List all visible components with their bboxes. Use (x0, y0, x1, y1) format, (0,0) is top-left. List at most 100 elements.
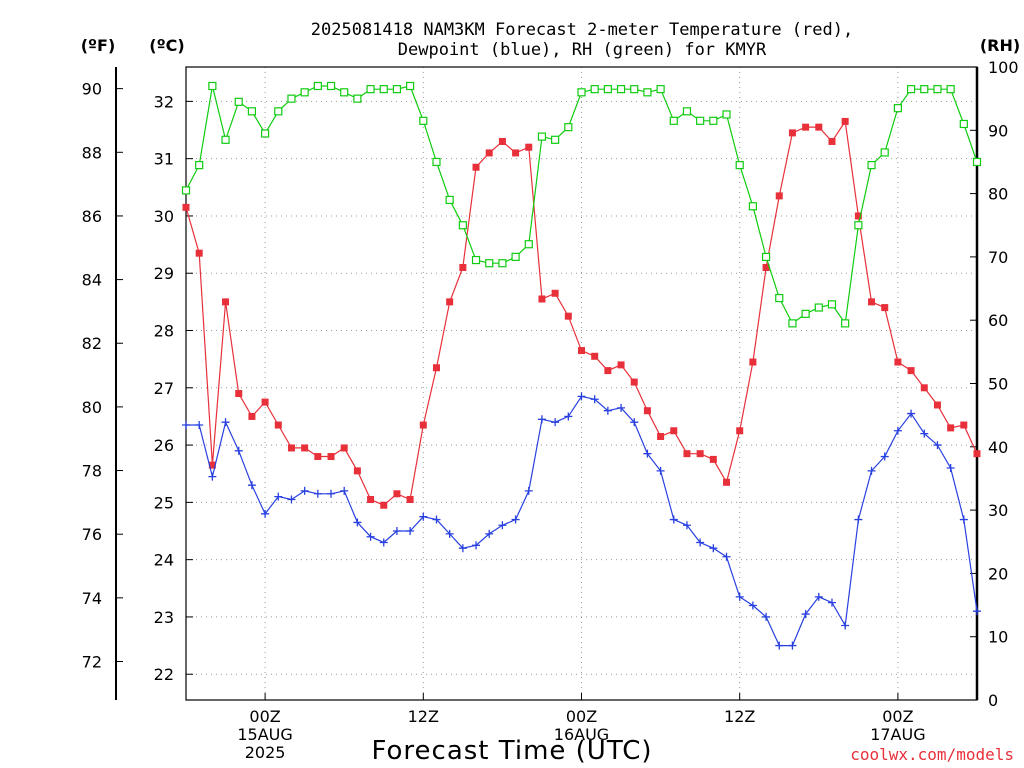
temperature-point-38 (683, 450, 691, 458)
rh-tick-label-0: 0 (988, 691, 998, 710)
dewpoint-point-5 (247, 481, 256, 490)
rh-series (181, 81, 982, 328)
temperature-point-9 (301, 444, 309, 452)
chart-title-line-2: Dewpoint (blue), RH (green) for KMYR (398, 40, 767, 60)
rh-point-29 (564, 123, 573, 132)
dewpoint-point-26 (524, 486, 533, 495)
rh-point-15 (379, 85, 388, 94)
dewpoint-point-15 (379, 538, 388, 547)
temperature-point-43 (749, 358, 757, 366)
rh-point-51 (854, 221, 863, 230)
dewpoint-point-39 (696, 538, 705, 547)
rh-point-26 (524, 240, 533, 249)
rh-point-44 (761, 252, 771, 261)
dewpoint-point-17 (406, 527, 415, 536)
rh-point-9 (300, 88, 309, 97)
rh-point-19 (432, 157, 441, 167)
rh-point-32 (603, 85, 612, 94)
temperature-point-20 (446, 298, 454, 306)
fahrenheit-tick-label-0: 72 (82, 652, 102, 671)
temperature-point-28 (551, 289, 559, 297)
temperature-point-32 (604, 367, 612, 375)
fahrenheit-tick-label-9: 90 (82, 80, 102, 99)
dewpoint-point-21 (458, 544, 467, 553)
rh-point-49 (827, 300, 837, 309)
temperature-point-14 (367, 496, 375, 504)
rh-point-38 (682, 107, 692, 116)
rh-point-30 (577, 88, 586, 97)
fahrenheit-axis: 72 74 76 78 80 82 84 86 88 90 (82, 80, 123, 671)
rh-point-27 (537, 132, 547, 141)
rh-point-48 (814, 303, 823, 312)
fahrenheit-unit-label: (ºF) (81, 36, 116, 55)
rh-point-21 (458, 221, 467, 230)
dewpoint-point-46 (788, 641, 797, 650)
temperature-point-22 (472, 163, 480, 171)
rh-point-57 (933, 85, 942, 94)
dewpoint-point-1 (195, 421, 204, 430)
temperature-point-35 (643, 407, 651, 415)
temperature-point-19 (432, 364, 440, 372)
rh-point-43 (748, 202, 757, 211)
celsius-tick-label-9: 31 (154, 150, 174, 169)
time-tick-label-0-2: 2025 (245, 743, 286, 762)
rh-point-47 (801, 309, 810, 318)
dewpoint-point-6 (261, 509, 270, 518)
dewpoint-point-51 (854, 515, 863, 524)
rh-point-23 (485, 259, 494, 268)
dewpoint-point-54 (893, 426, 902, 435)
celsius-tick-label-2: 24 (154, 551, 174, 570)
rh-point-6 (261, 129, 270, 138)
rh-point-53 (880, 148, 889, 157)
dewpoint-point-36 (656, 466, 665, 475)
temperature-point-57 (933, 401, 941, 409)
temperature-point-41 (723, 478, 731, 486)
dewpoint-point-19 (432, 515, 441, 524)
x-axis-label: Forecast Time (UTC) (371, 736, 652, 766)
celsius-tick-label-0: 22 (154, 665, 174, 684)
temperature-point-52 (868, 298, 876, 306)
temperature-point-11 (327, 453, 335, 461)
temperature-point-40 (709, 455, 717, 463)
dewpoint-point-55 (907, 409, 916, 418)
rh-point-31 (590, 85, 599, 94)
rh-point-18 (419, 116, 428, 125)
rh-point-41 (722, 110, 731, 119)
dewpoint-point-53 (880, 452, 889, 461)
dewpoint-point-32 (603, 406, 612, 415)
temperature-point-3 (222, 298, 230, 306)
dewpoint-point-18 (419, 512, 428, 521)
dewpoint-point-47 (801, 610, 810, 619)
rh-tick-label-7: 70 (988, 248, 1008, 267)
temperature-point-58 (947, 424, 955, 432)
fahrenheit-tick-label-8: 88 (82, 143, 102, 162)
dewpoint-point-0 (182, 421, 190, 430)
rh-tick-label-9: 90 (988, 121, 1008, 140)
temperature-point-55 (907, 367, 915, 375)
temperature-point-33 (617, 361, 625, 369)
celsius-tick-label-1: 23 (154, 608, 174, 627)
dewpoint-point-24 (498, 521, 507, 530)
dewpoint-point-10 (313, 489, 322, 498)
temperature-point-5 (248, 412, 256, 420)
temperature-point-50 (841, 117, 849, 125)
dewpoint-point-2 (208, 472, 217, 481)
dewpoint-point-9 (300, 486, 309, 495)
dewpoint-point-3 (221, 418, 230, 427)
temperature-point-15 (380, 501, 388, 509)
dewpoint-point-58 (946, 463, 955, 472)
dewpoint-point-49 (827, 598, 836, 607)
temperature-point-26 (525, 143, 533, 151)
fahrenheit-tick-label-4: 80 (82, 398, 102, 417)
rh-point-55 (906, 85, 916, 94)
temperature-point-21 (459, 263, 467, 271)
celsius-unit-label: (ºC) (149, 36, 184, 55)
dewpoint-point-41 (722, 552, 731, 561)
temperature-point-46 (788, 129, 796, 137)
rh-point-28 (551, 135, 560, 144)
celsius-tick-label-10: 32 (154, 92, 174, 111)
rh-point-17 (406, 81, 415, 91)
temperature-point-8 (287, 444, 295, 452)
dewpoint-series (182, 392, 981, 650)
